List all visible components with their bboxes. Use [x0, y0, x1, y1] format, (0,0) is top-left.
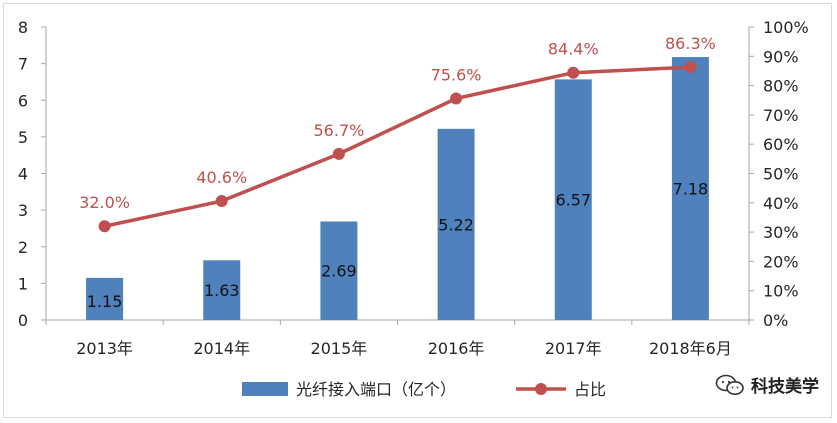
left-tick-label: 2 [18, 238, 28, 257]
bar-data-label: 6.57 [555, 191, 591, 210]
right-tick-label: 10% [763, 282, 799, 301]
left-tick-label: 8 [18, 18, 28, 37]
bar-data-label: 2.69 [321, 262, 357, 281]
wechat-icon [715, 374, 744, 395]
bar [437, 128, 475, 320]
x-tick-label: 2018年6月 [649, 339, 732, 358]
right-tick-label: 20% [763, 252, 799, 271]
watermark: 科技美学 [715, 372, 819, 397]
line-data-label: 56.7% [314, 121, 365, 140]
left-tick-label: 5 [18, 128, 28, 147]
right-tick-label: 90% [763, 47, 799, 66]
line-data-label: 75.6% [431, 65, 482, 84]
line-point [684, 61, 697, 74]
left-tick-label: 1 [18, 274, 28, 293]
bar-data-label: 5.22 [438, 215, 474, 234]
x-tick-label: 2015年 [311, 339, 368, 358]
watermark-text: 科技美学 [751, 377, 819, 397]
left-tick-label: 7 [18, 55, 28, 74]
right-tick-label: 70% [763, 106, 799, 125]
left-tick-label: 0 [18, 311, 28, 330]
x-tick-label: 2014年 [193, 339, 250, 358]
bar [671, 57, 709, 320]
bar-data-label: 1.15 [87, 292, 123, 311]
x-tick-label: 2016年 [428, 339, 485, 358]
line-data-label: 40.6% [196, 168, 247, 187]
line-point [98, 220, 111, 233]
line-data-label: 86.3% [665, 34, 716, 53]
left-tick-label: 6 [18, 91, 28, 110]
bar [554, 79, 592, 320]
bar [320, 221, 358, 320]
left-tick-label: 4 [18, 165, 28, 184]
x-tick-label: 2013年 [76, 339, 133, 358]
right-tick-label: 40% [763, 194, 799, 213]
right-tick-label: 0% [763, 311, 788, 330]
line-point [332, 147, 345, 160]
legend-bar-label: 光纤接入端口（亿个） [296, 380, 456, 399]
bar [86, 277, 124, 320]
line-point [450, 92, 463, 105]
bar-data-label: 1.63 [204, 281, 240, 300]
right-tick-label: 60% [763, 135, 799, 154]
legend-bar-swatch [242, 382, 288, 396]
left-tick-label: 3 [18, 201, 28, 220]
line-point [215, 195, 228, 208]
chart-frame: 0 1 2 3 4 5 6 7 8 0% 10% 20% 30% 40% 50% 60% 70% 80% 90% 10… [3, 3, 832, 418]
right-tick-label: 100% [763, 18, 809, 37]
x-tick-label: 2017年 [545, 339, 602, 358]
legend-line-label: 占比 [574, 380, 606, 399]
right-tick-label: 50% [763, 165, 799, 184]
line-point [567, 66, 580, 79]
legend-line-marker [535, 383, 547, 395]
right-tick-label: 30% [763, 223, 799, 242]
line-series [104, 65, 691, 228]
line-data-label: 32.0% [79, 193, 130, 212]
bar [203, 260, 241, 320]
line-data-label: 84.4% [548, 40, 599, 59]
bar-data-label: 7.18 [673, 180, 709, 199]
right-tick-label: 80% [763, 77, 799, 96]
combo-chart: 0123456780%10%20%30%40%50%60%70%80%90%10… [18, 18, 809, 399]
